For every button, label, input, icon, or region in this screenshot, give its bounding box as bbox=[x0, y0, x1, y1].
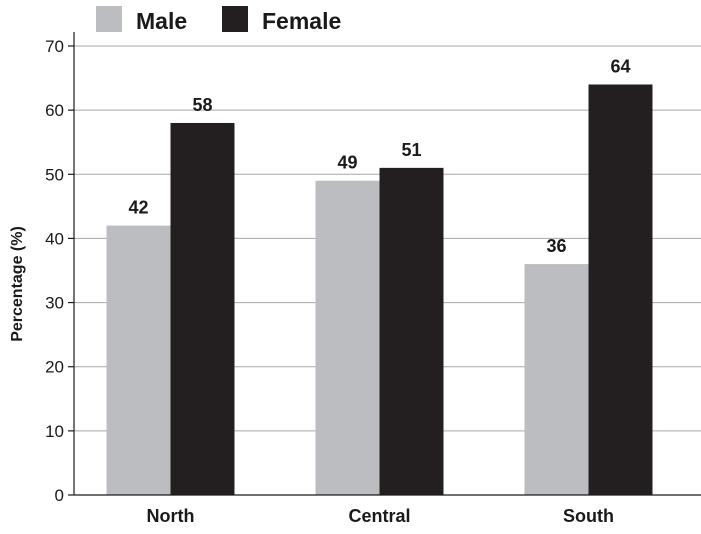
data-label-central-male: 49 bbox=[337, 153, 357, 173]
data-label-south-male: 36 bbox=[546, 236, 566, 256]
legend-swatch-male bbox=[96, 6, 122, 32]
bar-north-female bbox=[170, 122, 235, 495]
axes: 0 10 20 30 40 50 60 70 North Central South bbox=[45, 32, 701, 526]
x-tick-label-north: North bbox=[147, 506, 195, 526]
legend-label-female: Female bbox=[262, 8, 341, 34]
x-tick-label-south: South bbox=[563, 506, 614, 526]
y-tick-label-50: 50 bbox=[45, 165, 64, 184]
data-label-central-female: 51 bbox=[401, 140, 421, 160]
legend-label-male: Male bbox=[136, 8, 187, 34]
bar-north-male bbox=[106, 225, 171, 495]
y-tick-label-70: 70 bbox=[45, 37, 64, 56]
x-tick-label-central: Central bbox=[348, 506, 410, 526]
data-label-north-male: 42 bbox=[128, 198, 148, 218]
data-label-south-female: 64 bbox=[610, 56, 630, 76]
data-label-north-female: 58 bbox=[192, 95, 212, 115]
legend: Male Female bbox=[96, 6, 341, 34]
bar-south-female bbox=[588, 84, 653, 495]
y-tick-label-30: 30 bbox=[45, 294, 64, 313]
y-tick-label-40: 40 bbox=[45, 229, 64, 248]
bars: 42 58 49 51 36 64 bbox=[106, 56, 653, 495]
y-tick-label-60: 60 bbox=[45, 101, 64, 120]
y-tick-label-20: 20 bbox=[45, 358, 64, 377]
bar-central-female bbox=[379, 167, 444, 495]
bar-south-male bbox=[524, 264, 589, 495]
bar-central-male bbox=[315, 180, 380, 495]
legend-swatch-female bbox=[222, 6, 248, 32]
y-tick-label-10: 10 bbox=[45, 422, 64, 441]
y-tick-label-0: 0 bbox=[55, 486, 64, 505]
y-axis-title: Percentage (%) bbox=[9, 226, 26, 342]
